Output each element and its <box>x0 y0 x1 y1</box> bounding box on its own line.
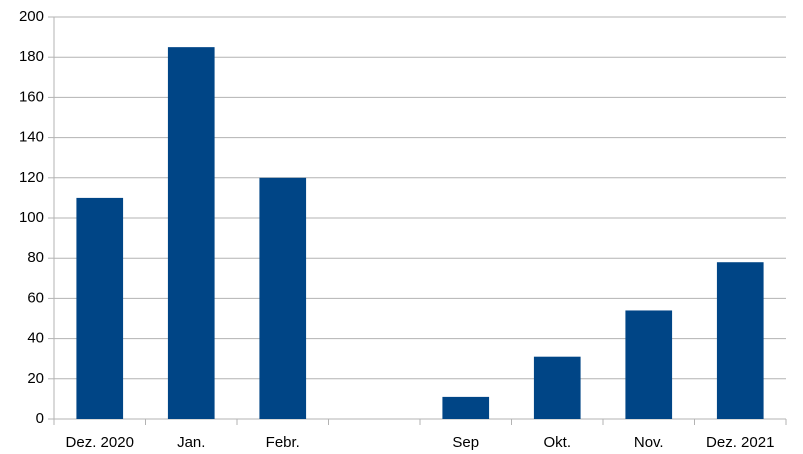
bar <box>167 47 215 420</box>
bar <box>625 310 673 419</box>
x-tick-label: Jan. <box>177 434 205 451</box>
y-tick-label: 80 <box>27 249 44 266</box>
bar <box>442 396 490 419</box>
y-tick-label: 200 <box>19 8 44 25</box>
x-tick-label: Dez. 2021 <box>706 434 774 451</box>
y-tick-label: 120 <box>19 169 44 186</box>
y-tick-label: 20 <box>27 370 44 387</box>
x-tick-label: Okt. <box>543 434 571 451</box>
y-tick-label: 160 <box>19 88 44 105</box>
x-tick-label: Febr. <box>266 434 300 451</box>
y-tick-label: 180 <box>19 48 44 65</box>
y-tick-label: 0 <box>36 410 44 427</box>
x-tick-label: Sep <box>452 434 479 451</box>
x-tick-label: Nov. <box>634 434 664 451</box>
y-tick-label: 100 <box>19 209 44 226</box>
bar <box>259 177 307 419</box>
x-tick-label: Dez. 2020 <box>66 434 134 451</box>
bar <box>533 356 581 419</box>
y-tick-label: 60 <box>27 289 44 306</box>
bar <box>716 262 764 419</box>
y-tick-label: 40 <box>27 330 44 347</box>
y-tick-label: 140 <box>19 129 44 146</box>
bar <box>76 197 124 419</box>
